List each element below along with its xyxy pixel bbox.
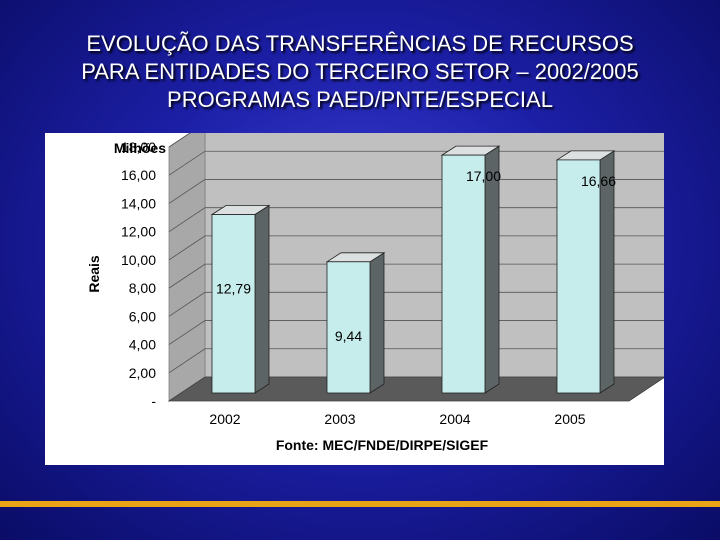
y-tick-label: 14,00: [121, 195, 156, 211]
bar-side: [254, 204, 270, 394]
y-tick-label: 4,00: [129, 337, 156, 353]
unit-label: Milhões: [114, 140, 166, 156]
x-tick-label: 2003: [324, 411, 355, 427]
bar: [441, 154, 486, 394]
gridline: [168, 348, 665, 374]
data-label: 17,00: [466, 168, 501, 184]
bar-chart: - 2,00 4,00 6,00 8,00 10,00 12,00 14,00 16,00 18,…: [86, 122, 667, 453]
gridline: [168, 150, 665, 176]
gridline: [168, 320, 665, 345]
y-tick-label: 2,00: [129, 365, 156, 381]
bar: [326, 261, 371, 394]
y-tick-label: 12,00: [121, 224, 156, 240]
y-tick-label: 18,00: [121, 139, 156, 155]
title-line-3: PROGRAMAS PAED/PNTE/ESPECIAL: [167, 87, 553, 112]
y-tick-label: 16,00: [121, 167, 156, 183]
data-label: 12,79: [216, 281, 251, 297]
source-note: Fonte: MEC/FNDE/DIRPE/SIGEF: [276, 437, 489, 453]
y-tick-label: 10,00: [121, 252, 156, 268]
bar: [211, 214, 256, 394]
y-tick-label: 6,00: [129, 308, 156, 324]
bar-side: [369, 252, 385, 394]
data-label: 9,44: [335, 328, 362, 344]
x-tick-label: 2005: [554, 411, 585, 427]
x-tick-label: 2002: [209, 411, 240, 427]
gridline: [168, 179, 665, 204]
bar: [556, 159, 601, 394]
gridline: [168, 235, 665, 261]
gridline: [168, 291, 665, 317]
x-tick-label: 2004: [439, 411, 470, 427]
data-label: 16,66: [581, 173, 616, 189]
title-line-1: EVOLUÇÃO DAS TRANSFERÊNCIAS DE RECURSOS: [86, 31, 634, 56]
y-axis-label: Reais: [86, 255, 102, 293]
y-tick-label: 8,00: [129, 280, 156, 296]
chart-panel: - 2,00 4,00 6,00 8,00 10,00 12,00 14,00 16,00 18,…: [45, 122, 667, 465]
title-line-2: PARA ENTIDADES DO TERCEIRO SETOR – 2002/…: [81, 59, 639, 84]
footer-divider: [0, 501, 720, 507]
y-tick-label: -: [151, 393, 156, 409]
gridline: [168, 263, 665, 289]
slide-title: EVOLUÇÃO DAS TRANSFERÊNCIAS DE RECURSOS …: [0, 30, 720, 114]
gridline: [168, 207, 665, 232]
